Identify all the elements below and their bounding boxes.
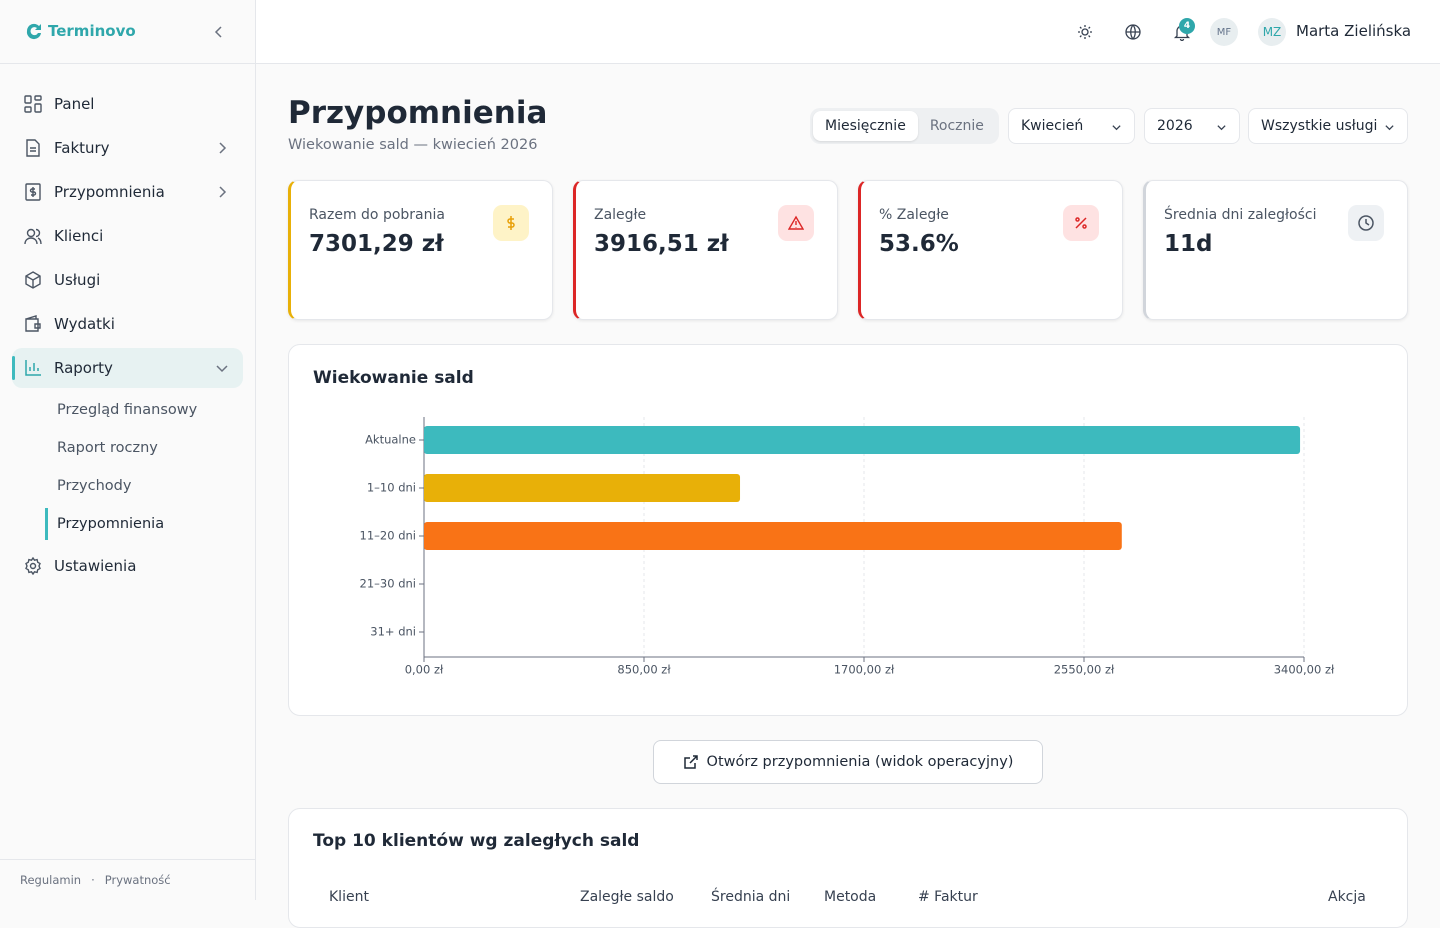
table-header[interactable]: Klient xyxy=(329,889,369,905)
collapse-button[interactable] xyxy=(212,25,226,39)
nav-label: Ustawienia xyxy=(54,557,137,575)
stat-icon xyxy=(493,205,529,241)
year-select[interactable]: 2026 xyxy=(1144,108,1240,144)
stat-value: 3916,51 zł xyxy=(594,231,729,257)
divider xyxy=(0,63,256,64)
stat-label: % Zaległe xyxy=(879,207,949,223)
x-tick-label: 1700,00 zł xyxy=(834,663,895,677)
stat-value: 7301,29 zł xyxy=(309,231,444,257)
brand-name: Terminovo xyxy=(48,22,136,40)
topbar: 4 MF MZ Marta Zielińska xyxy=(256,0,1440,64)
x-tick-label: 0,00 zł xyxy=(405,663,444,677)
nav-label: Klienci xyxy=(54,227,104,245)
month-select[interactable]: Kwiecień xyxy=(1008,108,1135,144)
y-tick-label: 21–30 dni xyxy=(360,577,416,591)
open-reminders-button[interactable]: Otwórz przypomnienia (widok operacyjny) xyxy=(653,740,1043,784)
period-toggle: Miesięcznie Rocznie xyxy=(810,108,999,144)
chart: Wiekowanie sald 0,00 zł 850,00 zł 1700,00 … xyxy=(313,368,1335,677)
nav-item[interactable]: Raporty xyxy=(12,348,243,388)
stat-icon xyxy=(1348,205,1384,241)
stat-card: % Zaległe 53.6% xyxy=(858,180,1123,320)
nav-item[interactable]: Wydatki xyxy=(12,304,243,344)
nav-label: Przypomnienia xyxy=(54,183,165,201)
x-tick-label: 3400,00 zł xyxy=(1274,663,1335,677)
nav-label: Faktury xyxy=(54,139,110,157)
x-tick-label: 2550,00 zł xyxy=(1054,663,1115,677)
page-title: Przypomnienia xyxy=(288,95,548,131)
footer-separator: · xyxy=(91,873,95,887)
avatar[interactable]: MZ xyxy=(1258,18,1286,46)
page-subtitle: Wiekowanie sald — kwiecień 2026 xyxy=(288,137,538,153)
select-value: 2026 xyxy=(1157,118,1193,134)
avatar[interactable]: MF xyxy=(1210,18,1238,46)
nav-label: Usługi xyxy=(54,271,101,289)
stat-icon xyxy=(778,205,814,241)
table-title: Top 10 klientów wg zaległych sald xyxy=(313,831,640,851)
theme-toggle[interactable] xyxy=(1076,23,1094,41)
nav-label: Wydatki xyxy=(54,315,115,333)
button-label: Otwórz przypomnienia (widok operacyjny) xyxy=(706,754,1014,770)
chart-title: Wiekowanie sald xyxy=(313,368,474,388)
footer-link[interactable]: Prywatność xyxy=(104,873,171,887)
sidebar: Terminovo Panel Faktury Przypomnienia Kl… xyxy=(0,0,256,900)
user-name[interactable]: Marta Zielińska xyxy=(1296,22,1412,40)
stat-card: Zaległe 3916,51 zł xyxy=(573,180,838,320)
bar xyxy=(424,522,1122,550)
subnav-item[interactable]: Przegląd finansowy xyxy=(57,402,198,418)
bar xyxy=(424,474,741,502)
language-button[interactable] xyxy=(1124,23,1142,41)
stat-icon xyxy=(1063,205,1099,241)
nav-item[interactable]: Ustawienia xyxy=(12,546,243,586)
select-value: Wszystkie usługi xyxy=(1261,118,1378,134)
y-tick-label: Aktualne xyxy=(365,433,416,447)
table-header[interactable]: Zaległe saldo xyxy=(580,889,674,905)
nav-item[interactable]: Klienci xyxy=(12,216,243,256)
bar xyxy=(424,426,1301,454)
stat-value: 53.6% xyxy=(879,231,959,257)
stat-value: 11d xyxy=(1164,231,1213,257)
sidebar-footer: Regulamin · Prywatność xyxy=(0,859,256,900)
y-tick-label: 1–10 dni xyxy=(367,481,416,495)
brand[interactable]: Terminovo xyxy=(24,20,136,42)
nav-item[interactable]: Usługi xyxy=(12,260,243,300)
nav-item[interactable]: Faktury xyxy=(12,128,243,168)
nav-label: Raporty xyxy=(54,359,113,377)
table-header[interactable]: Średnia dni xyxy=(711,889,791,905)
stat-card: Razem do pobrania 7301,29 zł xyxy=(288,180,553,320)
stat-label: Średnia dni zaległości xyxy=(1164,207,1317,223)
service-select[interactable]: Wszystkie usługi xyxy=(1248,108,1408,144)
notification-badge: 4 xyxy=(1179,18,1195,34)
stat-label: Razem do pobrania xyxy=(309,207,445,223)
toggle-option[interactable]: Miesięcznie xyxy=(813,111,918,141)
table-card: Top 10 klientów wg zaległych sald xyxy=(288,808,1408,928)
x-tick-label: 850,00 zł xyxy=(617,663,671,677)
subnav-item[interactable]: Przypomnienia xyxy=(45,508,164,540)
brand-logo xyxy=(26,23,41,40)
stat-card: Średnia dni zaległości 11d xyxy=(1143,180,1408,320)
table-header[interactable]: Metoda xyxy=(824,889,877,905)
table-header[interactable]: Akcja xyxy=(1328,889,1366,905)
y-tick-label: 31+ dni xyxy=(370,625,416,639)
y-tick-label: 11–20 dni xyxy=(360,529,416,543)
footer-link[interactable]: Regulamin xyxy=(20,873,82,887)
nav-item[interactable]: Przypomnienia xyxy=(12,172,243,212)
table-header[interactable]: # Faktur xyxy=(918,889,978,905)
toggle-option[interactable]: Rocznie xyxy=(929,118,984,134)
select-value: Kwiecień xyxy=(1021,118,1084,134)
subnav-item[interactable]: Raport roczny xyxy=(57,440,158,456)
chart-card: Wiekowanie sald 0,00 zł 850,00 zł 1700,00 … xyxy=(288,344,1408,716)
subnav-item[interactable]: Przychody xyxy=(57,478,132,494)
stat-label: Zaległe xyxy=(594,207,647,223)
nav-label: Panel xyxy=(54,95,95,113)
nav-item[interactable]: Panel xyxy=(12,84,243,124)
